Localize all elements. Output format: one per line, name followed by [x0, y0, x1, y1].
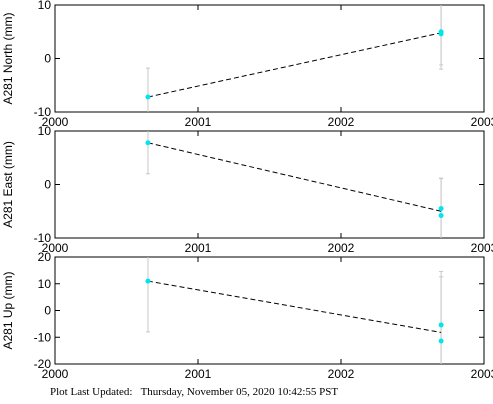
plot-frame — [54, 4, 485, 113]
x-tick-label: 2001 — [185, 241, 212, 255]
y-axis-label: A281 North (mm) — [1, 12, 15, 104]
footer-label: Plot Last Updated: — [50, 386, 133, 398]
x-tick-label: 2003 — [471, 241, 493, 255]
x-tick-label: 2000 — [42, 241, 69, 255]
y-tick-label: 0 — [44, 304, 51, 318]
data-point — [438, 206, 444, 212]
plot-frame — [54, 130, 485, 239]
y-tick-label: 20 — [38, 250, 52, 264]
x-tick-label: 2001 — [185, 367, 212, 381]
x-tick-label: 2000 — [42, 367, 69, 381]
trend-line — [147, 280, 442, 333]
trend-line — [147, 142, 442, 212]
data-point — [438, 31, 444, 37]
y-axis-label: A281 East (mm) — [1, 141, 15, 228]
panel-2: 2000 2001 2002 2003 -10 0 10 A281 East (mm) — [1, 124, 493, 255]
data-point — [145, 94, 151, 100]
data-marks — [145, 257, 444, 364]
x-tick-label: 2001 — [185, 115, 212, 129]
data-point — [438, 338, 444, 344]
footer-timestamp: Thursday, November 05, 2020 10:42:55 PST — [140, 386, 339, 398]
y-tick-label: -10 — [34, 105, 52, 119]
y-tick-label: 0 — [44, 52, 51, 66]
plot-last-updated: Plot Last Updated: Thursday, November 05… — [50, 386, 338, 398]
panel-3: 2000 2001 2002 2003 -20 -10 0 10 20 A281 Up (mm) — [1, 250, 493, 381]
data-marks — [145, 5, 444, 112]
plot-frame — [54, 256, 485, 365]
y-tick-label: 10 — [38, 277, 52, 291]
x-tick-label: 2003 — [471, 367, 493, 381]
panel-1: 2000 2001 2002 2003 -10 0 10 A281 North (mm) — [1, 0, 493, 129]
y-tick-label: -10 — [34, 330, 52, 344]
trend-line — [147, 32, 442, 98]
x-tick-label: 2002 — [328, 367, 355, 381]
x-tick-label: 2003 — [471, 115, 493, 129]
data-point — [145, 278, 151, 284]
y-tick-label: 0 — [44, 178, 51, 192]
y-tick-label: -20 — [34, 357, 52, 371]
y-tick-label: 10 — [38, 0, 52, 12]
x-tick-label: 2002 — [328, 115, 355, 129]
data-point — [438, 322, 444, 328]
data-point — [145, 140, 151, 146]
y-tick-label: -10 — [34, 231, 52, 245]
y-tick-label: 10 — [38, 124, 52, 138]
data-point — [438, 213, 444, 219]
x-tick-label: 2000 — [42, 115, 69, 129]
data-marks — [145, 131, 444, 238]
x-tick-label: 2002 — [328, 241, 355, 255]
y-axis-label: A281 Up (mm) — [1, 271, 15, 349]
